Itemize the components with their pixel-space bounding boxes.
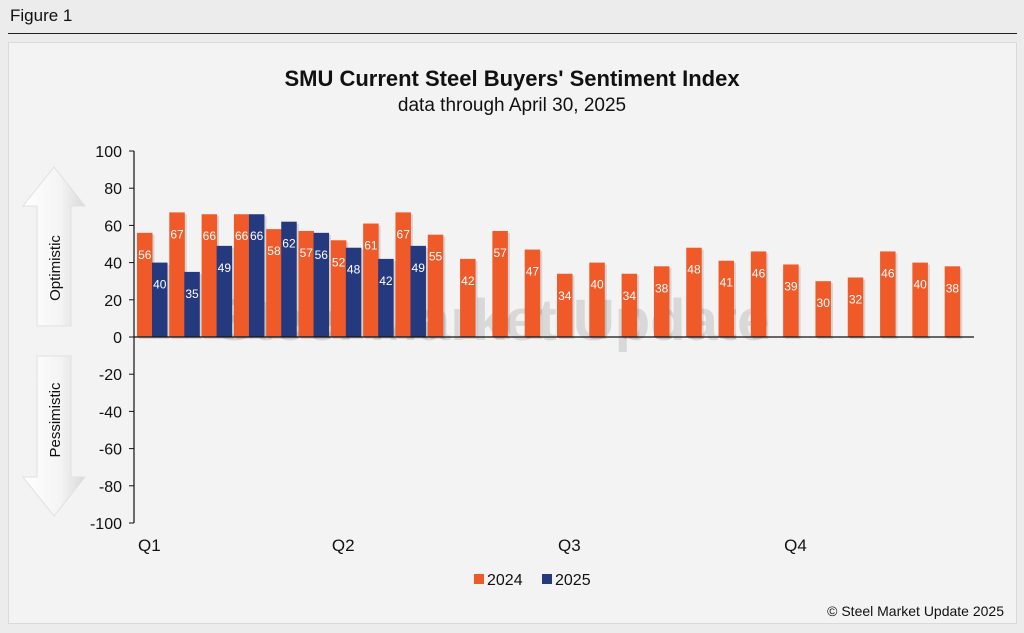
series-2025-bar [345,247,362,337]
series-2024-data-label: 48 [687,263,701,277]
series-2024-bar [427,234,444,337]
series-2024-data-label: 57 [493,246,507,260]
series-2025-bar [152,262,168,337]
series-2024-bar [589,262,605,337]
series-2024-data-label: 52 [332,255,346,269]
y-tick-label: 80 [104,181,122,198]
series-2025-bar [313,232,330,337]
series-2025-data-label: 48 [347,263,361,277]
series-2024-data-label: 47 [526,265,540,279]
y-tick-label: 40 [104,256,122,273]
series-2024-bar [783,264,799,337]
chart-subtitle: data through April 30, 2025 [397,95,627,116]
optimistic-label: Optimistic [47,235,64,301]
series-2024-data-label: 55 [429,250,443,264]
series-2024-data-label: 38 [946,281,960,295]
series-2024-bar [653,266,670,337]
legend-label-2024: 2024 [487,572,523,589]
series-2024-bar [330,240,347,337]
series-2025-bar [410,245,426,337]
pessimistic-label: Pessimistic [47,382,64,458]
series-2024-bar [847,277,864,337]
y-tick-label: 60 [104,218,122,235]
series-2025-bar [216,245,233,337]
series-2024-data-label: 66 [203,229,217,243]
series-2024-bar [880,251,896,337]
quarter-label-q2: Q2 [332,536,355,555]
y-tick-label: -80 [99,479,122,496]
series-2024-bar [557,273,573,337]
copyright-notice: © Steel Market Update 2025 [827,603,1004,619]
figure-divider [8,33,1017,34]
quarter-label-q3: Q3 [558,536,581,555]
series-2024-data-label: 66 [235,229,249,243]
series-2025-data-label: 62 [282,237,296,251]
series-2025-bar [184,271,200,337]
series-2024-data-label: 46 [752,266,766,280]
series-2024-bar [686,247,702,337]
series-2024-bar [233,214,250,337]
series-2024-bar [718,260,735,337]
series-2024-bar [363,223,379,337]
series-2024-data-label: 40 [590,278,604,292]
pessimistic-arrow-icon [21,355,87,517]
series-2025-data-label: 42 [379,274,393,288]
series-2024-bar [750,251,767,337]
quarter-label-q4: Q4 [784,536,807,555]
series-2024-data-label: 58 [267,244,281,258]
series-2024-data-label: 38 [655,281,669,295]
series-2025-bar [281,221,297,337]
y-tick-label: -20 [99,367,122,384]
series-2024-data-label: 42 [461,274,475,288]
figure-label: Figure 1 [10,6,73,25]
series-2024-bar [395,212,411,337]
y-tick-label: -100 [90,516,122,533]
series-2024-bar [912,262,928,337]
series-2025-data-label: 66 [250,229,264,243]
series-2025-data-label: 56 [315,248,329,262]
series-2024-data-label: 30 [817,296,831,310]
series-2024-bar [460,258,476,337]
series-2025-bar [248,214,265,337]
y-tick-label: -40 [99,404,122,421]
series-2024-data-label: 34 [558,289,572,303]
chart-title: SMU Current Steel Buyers' Sentiment Inde… [284,66,740,91]
optimistic-arrow-icon [21,166,87,327]
series-2024-bar [137,232,153,337]
series-2024-data-label: 46 [881,266,895,280]
series-2024-data-label: 67 [170,227,184,241]
y-tick-label: 20 [104,293,122,310]
series-2025-data-label: 40 [153,278,167,292]
series-2024-data-label: 34 [623,289,637,303]
legend-label-2025: 2025 [555,572,591,589]
series-2024-bar [815,281,831,337]
series-2024-bar [298,230,315,337]
y-tick-label: 100 [95,144,122,161]
series-2024-data-label: 39 [784,279,798,293]
series-2024-data-label: 40 [913,278,927,292]
series-2024-data-label: 41 [720,276,734,290]
y-tick-label: 0 [113,330,122,347]
series-2024-bar [492,230,508,337]
series-2024-data-label: 57 [300,246,314,260]
series-2024-data-label: 56 [138,248,152,262]
legend-swatch-2025 [542,574,552,584]
quarter-label-q1: Q1 [138,536,161,555]
series-2024-bar [944,266,961,337]
series-2025-data-label: 49 [412,261,426,275]
y-tick-label: -60 [99,442,122,459]
series-2025-data-label: 35 [185,287,199,301]
series-2024-data-label: 67 [397,227,411,241]
series-2024-bar [621,273,638,337]
legend-swatch-2024 [474,574,484,584]
series-2024-bar [524,249,541,337]
series-2025-bar [378,258,394,337]
series-2025-data-label: 49 [218,261,232,275]
series-2024-bar [169,212,185,337]
series-2024-bar [266,229,282,337]
series-2024-data-label: 61 [364,239,378,253]
series-2024-data-label: 32 [849,292,863,306]
series-2024-bar [201,214,218,337]
